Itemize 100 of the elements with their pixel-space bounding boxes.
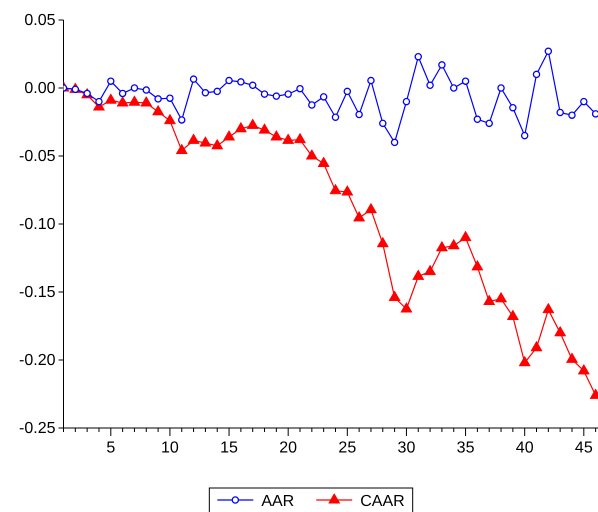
point	[308, 101, 316, 109]
y-tick-label: 0.00	[24, 80, 56, 98]
point	[152, 105, 164, 116]
point	[344, 88, 352, 96]
point	[213, 88, 221, 96]
point	[284, 90, 292, 98]
point	[296, 84, 304, 92]
point	[592, 110, 598, 118]
point	[320, 93, 328, 101]
point	[200, 136, 212, 147]
point	[188, 134, 200, 144]
point	[506, 310, 519, 320]
point	[128, 96, 140, 106]
point	[532, 70, 540, 78]
legend-label: CAAR	[360, 493, 405, 510]
point	[225, 76, 233, 84]
y-tick-label: -0.15	[19, 284, 56, 302]
point	[497, 84, 505, 92]
point	[258, 123, 270, 134]
point	[154, 95, 162, 103]
point	[414, 52, 422, 60]
x-tick-label: 45	[574, 440, 593, 457]
point	[330, 184, 342, 194]
x-tick-label: 30	[398, 440, 416, 457]
point	[518, 356, 531, 366]
point	[130, 84, 138, 92]
point	[556, 108, 564, 116]
point	[294, 132, 306, 144]
point	[424, 264, 436, 276]
point	[483, 294, 496, 306]
point	[202, 89, 210, 96]
point	[472, 260, 484, 270]
point	[412, 270, 424, 280]
y-tick-label: -0.05	[19, 148, 56, 166]
y-tick-label: 0.05	[24, 12, 56, 30]
legend-label: AAR	[261, 493, 294, 510]
point	[542, 302, 554, 314]
point	[248, 82, 256, 90]
point	[353, 211, 366, 222]
point	[460, 230, 472, 242]
point	[580, 98, 588, 106]
point	[260, 90, 268, 98]
point	[530, 341, 542, 352]
x-tick-label: 10	[161, 440, 179, 457]
point	[379, 120, 387, 128]
point	[566, 352, 578, 363]
point	[341, 185, 354, 196]
point	[554, 326, 566, 336]
x-tick-label: 40	[516, 440, 534, 457]
point	[166, 94, 174, 102]
x-tick-label: 20	[279, 440, 298, 457]
point	[544, 48, 552, 56]
point	[448, 239, 460, 250]
point	[164, 114, 176, 124]
y-tick-label: -0.20	[19, 352, 56, 370]
point	[118, 90, 126, 98]
point	[367, 76, 375, 84]
point	[509, 104, 517, 112]
point	[462, 77, 470, 85]
x-tick-label: 35	[456, 440, 475, 457]
point	[436, 241, 448, 252]
point	[237, 78, 245, 86]
point	[178, 116, 186, 124]
point	[234, 122, 247, 132]
point	[190, 75, 198, 83]
point	[568, 111, 576, 119]
point	[332, 114, 340, 121]
point	[390, 138, 398, 146]
point	[142, 86, 150, 94]
point	[306, 149, 318, 160]
point	[176, 144, 188, 154]
x-tick-label: 25	[338, 440, 356, 457]
point	[104, 93, 117, 104]
point	[495, 292, 507, 302]
point	[365, 202, 377, 214]
point	[438, 61, 446, 69]
point	[107, 77, 115, 85]
point	[282, 134, 294, 144]
point	[270, 130, 282, 140]
point	[426, 82, 434, 90]
point	[116, 96, 129, 106]
point	[272, 92, 280, 100]
point	[520, 132, 528, 140]
point	[402, 98, 410, 106]
point	[95, 98, 103, 106]
point	[388, 290, 400, 301]
point	[376, 236, 389, 248]
point	[211, 139, 224, 150]
x-tick-label: 15	[220, 440, 238, 457]
point	[474, 116, 482, 124]
point	[355, 110, 363, 118]
point	[450, 84, 458, 92]
point	[318, 156, 330, 167]
point	[485, 120, 493, 128]
point	[400, 302, 412, 313]
point	[246, 118, 259, 129]
y-tick-label: -0.25	[19, 420, 56, 438]
point	[223, 130, 235, 140]
point	[140, 96, 152, 106]
x-tick-label: 5	[106, 440, 116, 457]
